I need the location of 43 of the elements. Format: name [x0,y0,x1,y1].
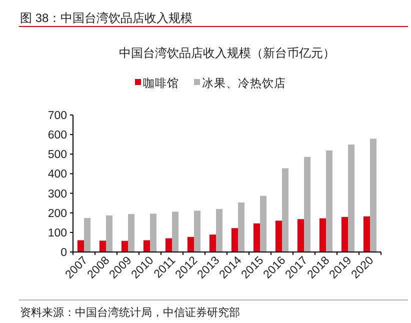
bar [276,220,282,252]
y-tick-label: 400 [48,168,67,181]
bar [370,138,376,252]
bar [254,223,260,252]
bar [172,212,178,252]
bar [122,240,128,252]
bar [326,150,332,252]
y-tick-label: 100 [48,227,67,240]
y-tick-label: 0 [60,247,67,259]
bar [342,216,348,252]
legend-item: 咖啡馆 [135,78,179,90]
bar [282,168,288,252]
y-tick-label: 600 [48,130,67,142]
bar [100,240,106,252]
bar [150,214,156,252]
bar [216,208,222,252]
bar [320,218,326,252]
chart-subtitle: 中国台湾饮品店收入规模（新台币亿元） [119,46,335,60]
bar [106,215,112,252]
legend-label: 冰果、冷热饮店 [202,76,286,90]
bar [298,219,304,252]
bar [304,156,310,252]
bar [144,240,150,252]
bar [128,214,134,252]
chart-title: 图 38：中国台湾饮品店收入规模 [20,11,193,25]
legend-item: 冰果、冷热饮店 [194,78,286,90]
bar [166,238,172,252]
y-tick-label: 300 [48,188,67,200]
y-tick-label: 700 [48,110,67,122]
bar [78,240,84,252]
bar [194,210,200,252]
bar [238,202,244,252]
bar [348,144,354,252]
y-tick-label: 500 [48,149,67,162]
y-tick-label: 200 [48,208,67,220]
bar [210,234,216,252]
legend-label: 咖啡馆 [143,76,179,90]
text: 资料来源：中国台湾统计局，中信证券研究部 [20,306,240,319]
bar [232,228,238,252]
bar [188,236,194,252]
bar [364,216,370,252]
bar [260,196,266,252]
bar [84,218,90,252]
